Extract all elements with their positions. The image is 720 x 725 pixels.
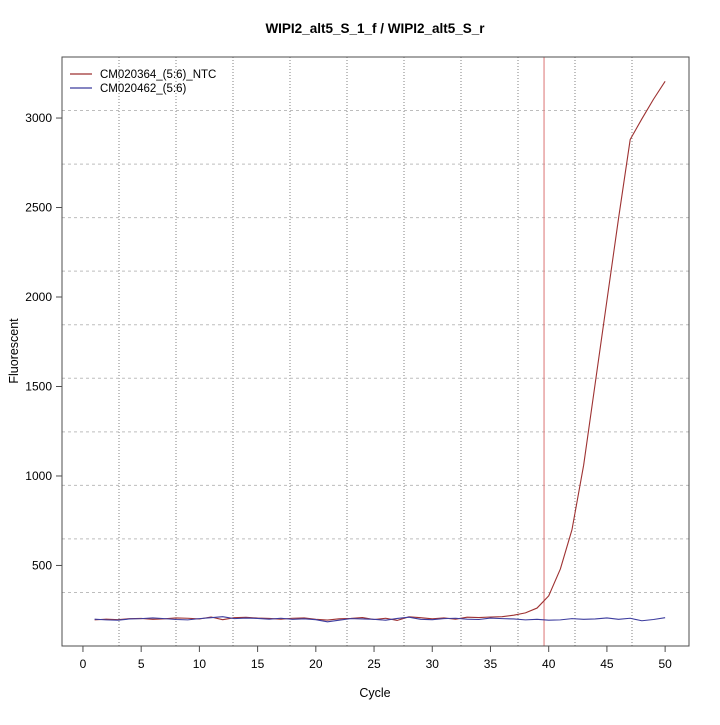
x-tick-label: 30 (426, 657, 440, 671)
legend-label: CM020364_(5:6)_NTC (100, 69, 216, 81)
x-tick-label: 5 (138, 657, 145, 671)
y-tick-label: 1500 (25, 379, 52, 393)
legend-label: CM020462_(5:6) (100, 83, 186, 95)
y-tick-label: 1000 (25, 469, 52, 483)
y-tick-label: 2000 (25, 290, 52, 304)
series-line-sample (94, 616, 666, 623)
legend-layer: CM020364_(5:6)_NTC CM020462_(5:6) (70, 69, 216, 95)
x-tick-label: 20 (309, 657, 323, 671)
x-tick-label: 35 (484, 657, 498, 671)
x-tick-label: 45 (600, 657, 614, 671)
y-tick-label: 500 (32, 558, 52, 572)
plot-box (61, 56, 690, 647)
grid-layer (62, 57, 689, 646)
x-tick-label: 10 (193, 657, 207, 671)
x-axis-label: Cycle (359, 686, 390, 700)
chart-title: WIPI2_alt5_S_1_f / WIPI2_alt5_S_r (265, 21, 485, 36)
series-line-ntc (94, 81, 666, 621)
x-tick-label: 25 (367, 657, 381, 671)
x-tick-label: 15 (251, 657, 265, 671)
series-layer (94, 81, 666, 623)
axes-layer: 0 5 10 15 20 25 30 35 40 45 50 500 1000 1500 2000 2500 3… (25, 56, 690, 671)
x-tick-label: 0 (80, 657, 87, 671)
y-tick-label: 2500 (25, 201, 52, 215)
y-tick-label: 3000 (25, 111, 52, 125)
y-axis-label: Fluorescent (7, 318, 21, 384)
x-tick-label: 40 (542, 657, 556, 671)
x-tick-label: 50 (658, 657, 672, 671)
